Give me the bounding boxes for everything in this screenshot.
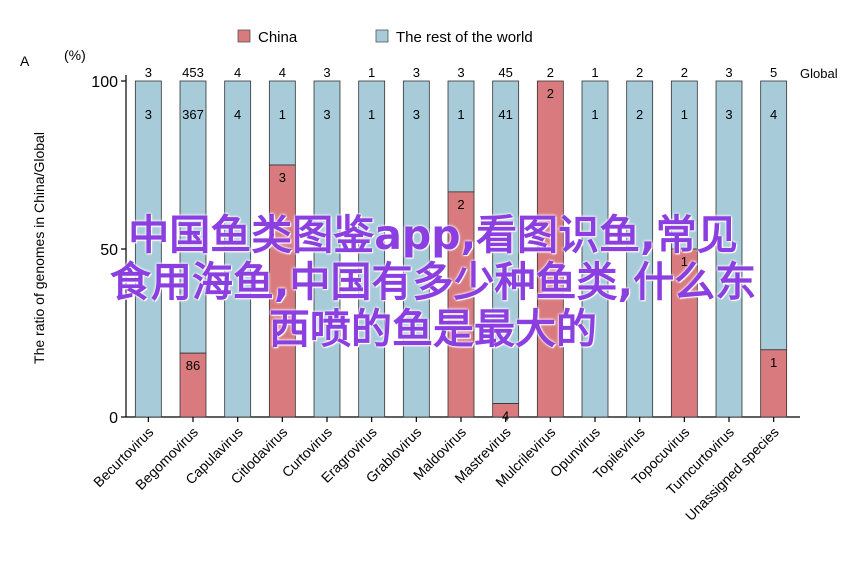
global-count-label: 453 <box>182 65 204 80</box>
bar-rest-of-world <box>224 80 252 418</box>
bar-rest-of-world <box>626 80 654 418</box>
rest-count-label: 367 <box>182 107 204 122</box>
bar-rest-of-world <box>581 80 609 418</box>
china-count-label: 86 <box>186 358 200 373</box>
legend-label-rest: The rest of the world <box>396 29 533 46</box>
global-count-label: 2 <box>681 65 688 80</box>
y-unit: (%) <box>64 47 86 63</box>
panel-label: A <box>20 53 30 69</box>
rest-count-label: 3 <box>725 107 732 122</box>
bar-rest-of-world <box>715 80 743 418</box>
global-count-label: 3 <box>413 65 420 80</box>
global-count-label: 3 <box>323 65 330 80</box>
china-count-label: 2 <box>457 197 464 212</box>
bar-china <box>268 164 296 418</box>
rest-count-label: 2 <box>636 107 643 122</box>
china-count-label: 2 <box>547 86 554 101</box>
bar-china <box>536 80 564 418</box>
bar-rest-of-world <box>313 80 341 418</box>
bar-rest-of-world <box>760 80 788 351</box>
bar-china <box>670 248 698 418</box>
legend-label-china: China <box>258 29 298 46</box>
y-tick-label: 0 <box>109 410 118 427</box>
y-tick-label: 100 <box>91 74 118 91</box>
rest-count-label: 3 <box>323 107 330 122</box>
rest-count-label: 3 <box>413 107 420 122</box>
rest-count-label: 1 <box>457 107 464 122</box>
rest-count-label: 3 <box>145 107 152 122</box>
bar-rest-of-world <box>402 80 430 418</box>
legend: China The rest of the world <box>237 29 533 46</box>
legend-swatch-rest <box>375 29 389 43</box>
global-count-label: 4 <box>234 65 241 80</box>
y-axis-label: The ratio of genomes in China/Global <box>31 132 47 364</box>
bar-rest-of-world <box>447 80 475 193</box>
bar-rest-of-world <box>134 80 162 418</box>
global-count-label: 1 <box>368 65 375 80</box>
global-count-label: 5 <box>770 65 777 80</box>
china-count-label: 1 <box>681 254 688 269</box>
global-count-label: 2 <box>636 65 643 80</box>
bar-rest-of-world <box>179 80 207 354</box>
global-count-label: 4 <box>279 65 286 80</box>
rest-count-label: 4 <box>234 107 241 122</box>
bar-rest-of-world <box>492 80 520 404</box>
china-count-label: 4 <box>502 409 509 424</box>
y-tick-label: 50 <box>100 242 118 259</box>
rest-count-label: 41 <box>498 107 512 122</box>
rest-count-label: 1 <box>591 107 598 122</box>
bar-rest-of-world <box>358 80 386 418</box>
global-count-label: 45 <box>498 65 512 80</box>
global-count-label: 3 <box>457 65 464 80</box>
global-count-label: 2 <box>547 65 554 80</box>
china-count-label: 1 <box>770 355 777 370</box>
rest-count-label: 1 <box>681 107 688 122</box>
rest-count-label: 1 <box>279 107 286 122</box>
bar-china <box>447 191 475 418</box>
rest-count-label: 4 <box>770 107 777 122</box>
bar-rest-of-world <box>670 80 698 250</box>
global-count-label: 3 <box>725 65 732 80</box>
global-count-label: 1 <box>591 65 598 80</box>
global-label: Global <box>800 66 838 81</box>
rest-count-label: 1 <box>368 107 375 122</box>
bar-rest-of-world <box>268 80 296 166</box>
global-count-label: 3 <box>145 65 152 80</box>
china-count-label: 3 <box>279 170 286 185</box>
bar-china <box>760 349 788 418</box>
legend-swatch-china <box>237 29 251 43</box>
plot-area: 05010033Becurtovirus45336786Begomovirus4… <box>90 65 800 524</box>
